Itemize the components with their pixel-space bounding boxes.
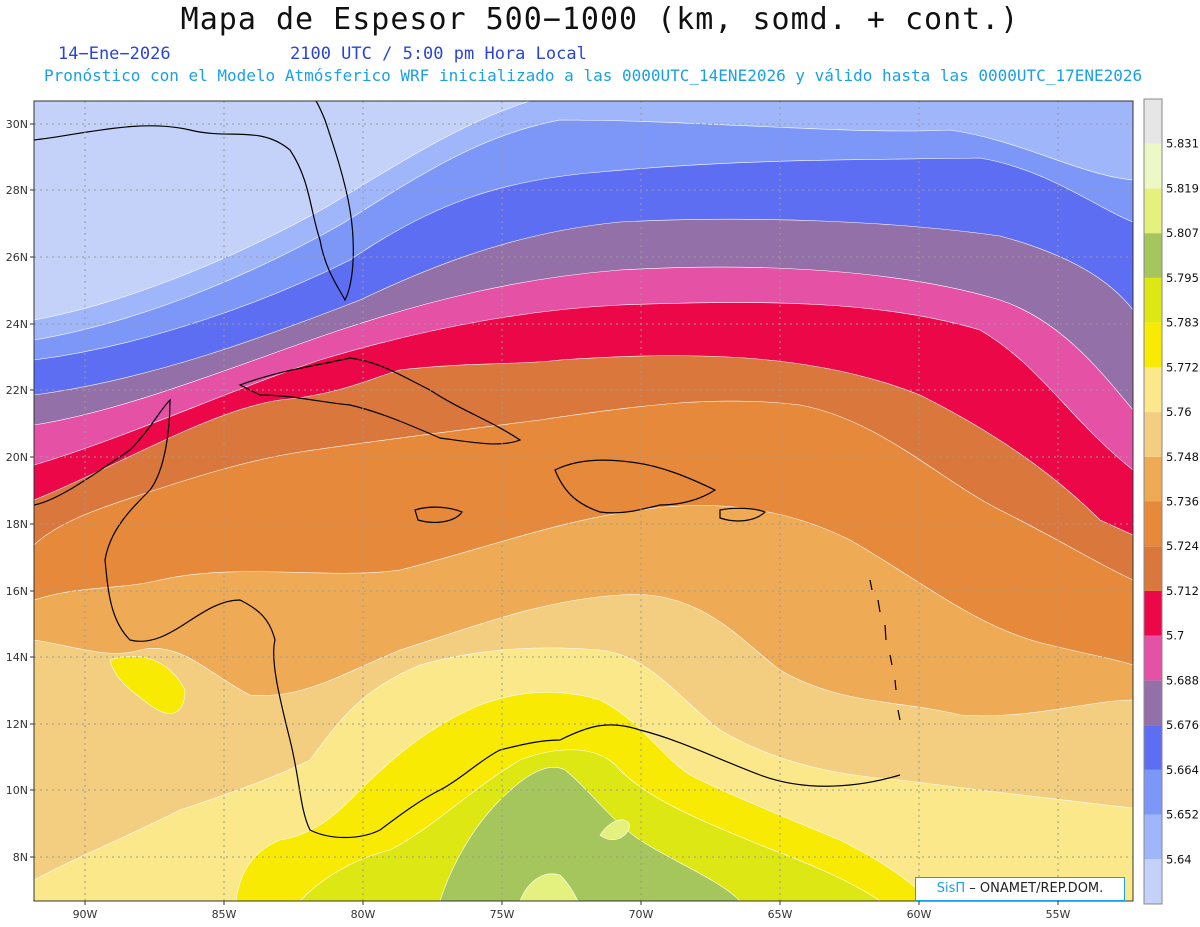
colorbar-label: 5.831 [1166,137,1199,151]
lat-label: 22N [6,384,28,397]
colorbar-frame [1143,98,1163,905]
lon-label: 65W [768,908,793,921]
credit-text: – ONAMET/REP.DOM. [965,881,1104,896]
lon-label: 80W [351,908,376,921]
lat-label: 26N [6,251,28,264]
lon-label: 70W [629,908,654,921]
colorbar-swatch [1144,680,1162,726]
lat-label: 10N [6,784,28,797]
thickness-field [34,101,1133,901]
latitude-labels: 30N 28N 26N 24N 22N 20N 18N 16N 14N 12N … [6,118,28,864]
colorbar-swatch [1144,769,1162,815]
forecast-date: 14−Ene−2026 [58,44,171,64]
colorbar-swatch [1144,188,1162,234]
credit-box: SisΠ – ONAMET/REP.DOM. [915,877,1125,901]
map-frame [33,100,1134,902]
colorbar-label: 5.688 [1166,673,1199,687]
colorbar-label: 5.807 [1166,226,1199,240]
colorbar-label: 5.736 [1166,495,1199,509]
colorbar-label: 5.712 [1166,584,1199,598]
colorbar-label: 5.795 [1166,271,1199,285]
lon-label: 90W [73,908,98,921]
lat-label: 28N [6,184,28,197]
graticule [34,101,1133,901]
colorbar-label: 5.76 [1166,405,1192,419]
lat-label: 8N [13,851,28,864]
colorbar-swatch [1144,99,1162,144]
colorbar-label: 5.652 [1166,808,1199,822]
colorbar-swatch [1144,859,1162,904]
colorbar-swatch [1144,456,1162,502]
lat-label: 14N [6,651,28,664]
lat-label: 24N [6,318,28,331]
colorbar-swatch [1144,725,1162,770]
coastlines [34,101,901,839]
colorbar-swatch [1144,590,1162,636]
longitude-labels: 90W 85W 80W 75W 70W 65W 60W 55W [73,908,1071,921]
lat-label: 18N [6,518,28,531]
lat-label: 30N [6,118,28,131]
colorbar-label: 5.664 [1166,763,1199,777]
sispi-logo: SisΠ [936,881,966,896]
lon-label: 60W [907,908,932,921]
colorbar-label: 5.64 [1166,852,1192,866]
colorbar-swatch [1144,412,1162,457]
colorbar-label: 5.772 [1166,360,1199,374]
colorbar-label: 5.783 [1166,316,1199,330]
colorbar-swatch [1144,546,1162,591]
lon-label: 55W [1046,908,1071,921]
colorbar-label: 5.676 [1166,718,1199,732]
colorbar-label: 5.748 [1166,450,1199,464]
colorbar-label: 5.7 [1166,629,1184,643]
lon-label: 85W [212,908,237,921]
colorbar-swatch [1144,367,1162,413]
colorbar-label: 5.819 [1166,181,1199,195]
colorbar-swatch [1144,635,1162,681]
colorbar-swatch [1144,814,1162,860]
lat-label: 12N [6,718,28,731]
lat-label: 16N [6,585,28,598]
colorbar: 5.64 5.652 5.664 5.676 5.688 5.7 5.712 5.724 5.7… [1143,98,1199,905]
colorbar-swatch [1144,501,1162,547]
colorbar-label: 5.724 [1166,539,1199,553]
colorbar-swatch [1144,322,1162,368]
colorbar-swatch [1144,233,1162,278]
colorbar-swatch [1144,277,1162,323]
lon-label: 75W [490,908,515,921]
lat-label: 20N [6,451,28,464]
colorbar-swatch [1144,143,1162,189]
forecast-time: 2100 UTC / 5:00 pm Hora Local [290,44,587,64]
map-title: Mapa de Espesor 500−1000 (km, somd. + co… [180,2,1020,37]
forecast-subtitle: Pronóstico con el Modelo Atmósferico WRF… [44,66,1143,85]
